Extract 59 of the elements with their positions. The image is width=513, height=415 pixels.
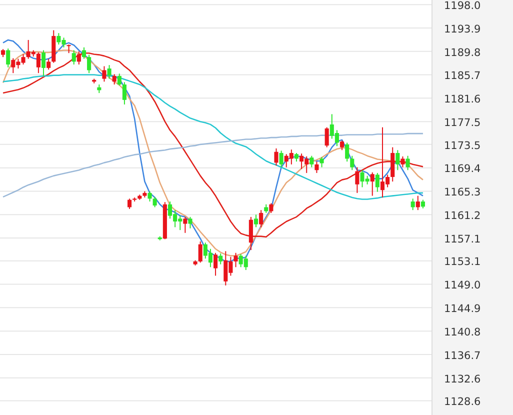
candlestick	[279, 150, 284, 168]
candlestick	[355, 166, 360, 194]
candlestick	[259, 210, 264, 228]
candlestick	[102, 66, 106, 82]
candlestick	[310, 155, 314, 168]
candlestick	[127, 198, 132, 210]
candlestick	[107, 64, 112, 80]
candlestick	[269, 202, 274, 214]
candlestick	[400, 156, 405, 168]
y-tick-label: 1149.0	[444, 280, 481, 292]
candlestick	[122, 82, 126, 105]
y-tick-label: 1165.3	[444, 186, 481, 199]
y-tick-label: 1144.9	[444, 303, 481, 316]
y-tick-label: 1189.8	[444, 46, 481, 59]
candlestick	[183, 216, 188, 234]
candlestick	[148, 190, 152, 202]
candlestick	[234, 252, 238, 268]
candlestick	[152, 196, 157, 208]
candlestick	[117, 73, 122, 86]
candlestick	[416, 195, 420, 211]
y-tick-label: 1153.1	[444, 256, 481, 268]
y-tick-label: 1181.6	[444, 94, 482, 106]
y-tick-label: 1140.8	[444, 326, 481, 338]
candlestick	[410, 198, 415, 211]
y-tick-label: 1193.9	[444, 23, 481, 36]
candlestick	[274, 148, 278, 166]
candlestick	[41, 50, 46, 76]
y-tick-label: 1161.2	[444, 210, 481, 222]
candlestick	[188, 216, 192, 229]
candlestick	[340, 140, 344, 151]
candlestick	[254, 214, 258, 228]
candlestick	[406, 155, 410, 171]
y-tick-label: 1157.1	[444, 233, 481, 246]
y-tick-label: 1177.5	[444, 116, 481, 129]
candlestick	[320, 156, 324, 168]
candlestick	[370, 172, 374, 196]
candlestick	[390, 146, 395, 182]
y-tick-label: 1128.6	[444, 396, 482, 408]
candlestick	[345, 142, 350, 162]
candlestick	[214, 252, 218, 276]
candlestick	[314, 161, 319, 174]
y-tick-label: 1136.7	[444, 350, 481, 362]
candlestick	[46, 58, 51, 70]
candlestick	[6, 48, 10, 68]
candlestick	[198, 240, 202, 264]
y-tick-label: 1198.0	[444, 0, 481, 12]
y-tick-label: 1132.6	[444, 373, 482, 386]
candlestick	[396, 150, 400, 171]
candlestick	[82, 46, 86, 60]
candlestick	[218, 252, 223, 265]
candlestick	[324, 126, 329, 148]
candlestick	[112, 74, 116, 85]
candlestick	[87, 54, 92, 74]
candlestick	[72, 50, 76, 66]
y-tick-label: 1169.4	[444, 163, 482, 176]
candlestick	[350, 155, 354, 171]
candlestick	[375, 172, 380, 192]
y-tick-label: 1185.7	[444, 70, 481, 82]
y-tick-label: 1173.5	[444, 140, 481, 152]
